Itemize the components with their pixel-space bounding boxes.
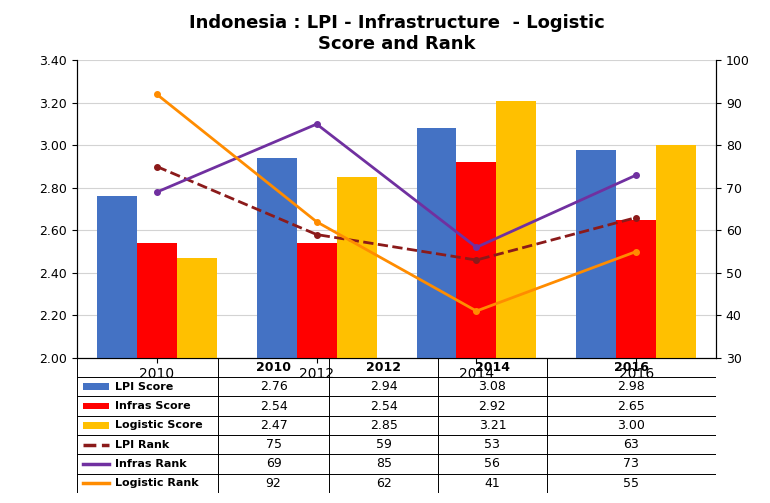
Bar [457,162,497,503]
Text: 2.85: 2.85 [370,419,398,432]
Text: 2012: 2012 [367,361,401,374]
FancyBboxPatch shape [83,422,109,429]
Text: 62: 62 [376,477,392,490]
Text: 3.08: 3.08 [478,380,507,393]
Text: LPI Score: LPI Score [116,382,173,392]
Text: 2.54: 2.54 [370,399,397,412]
Text: 2.92: 2.92 [479,399,506,412]
Text: 2.65: 2.65 [618,399,645,412]
Text: Logistic Score: Logistic Score [116,421,203,431]
Text: LPI Rank: LPI Rank [116,440,169,450]
Text: 73: 73 [624,457,639,470]
Bar [336,177,377,503]
Bar [656,145,696,503]
Text: 59: 59 [376,438,392,451]
Bar [576,149,616,503]
Bar [256,158,296,503]
Text: 2.94: 2.94 [370,380,397,393]
Text: 2016: 2016 [614,361,649,374]
Bar [137,243,177,503]
Text: 55: 55 [624,477,639,490]
Text: 53: 53 [484,438,500,451]
Text: 85: 85 [376,457,392,470]
Text: 56: 56 [484,457,500,470]
Text: 2014: 2014 [475,361,510,374]
Text: Infras Rank: Infras Rank [116,459,187,469]
Text: 2010: 2010 [256,361,291,374]
Text: 3.00: 3.00 [618,419,645,432]
FancyBboxPatch shape [83,403,109,409]
Text: 92: 92 [266,477,281,490]
Text: 69: 69 [266,457,281,470]
Text: Logistic Rank: Logistic Rank [116,478,199,488]
FancyBboxPatch shape [83,383,109,390]
Text: 2.47: 2.47 [259,419,287,432]
Bar [97,196,137,503]
Title: Indonesia : LPI - Infrastructure  - Logistic
Score and Rank: Indonesia : LPI - Infrastructure - Logis… [189,15,604,53]
Text: 2.54: 2.54 [259,399,287,412]
Bar [616,220,656,503]
Text: Infras Score: Infras Score [116,401,191,411]
Text: 41: 41 [484,477,500,490]
Text: 63: 63 [624,438,639,451]
Bar [177,258,217,503]
Bar [497,101,537,503]
Text: 2.76: 2.76 [259,380,287,393]
Text: 2.98: 2.98 [618,380,645,393]
Bar [417,128,457,503]
Text: 75: 75 [266,438,282,451]
Text: 3.21: 3.21 [479,419,506,432]
Bar [296,243,336,503]
